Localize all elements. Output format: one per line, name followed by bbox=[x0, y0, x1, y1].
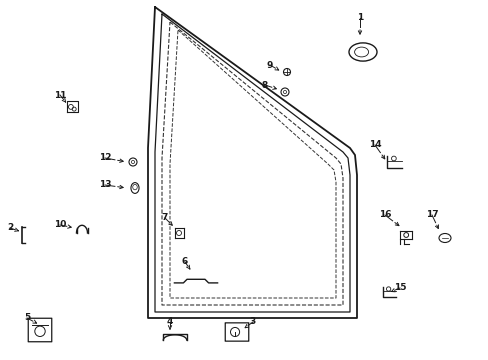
Text: 3: 3 bbox=[249, 318, 256, 327]
Text: 10: 10 bbox=[54, 220, 66, 230]
Text: 11: 11 bbox=[54, 90, 66, 99]
Text: 1: 1 bbox=[356, 13, 363, 22]
Text: 15: 15 bbox=[393, 284, 406, 292]
Text: 13: 13 bbox=[99, 180, 111, 189]
Text: 12: 12 bbox=[99, 153, 111, 162]
Text: 8: 8 bbox=[262, 81, 267, 90]
Text: 5: 5 bbox=[24, 314, 30, 323]
Text: 14: 14 bbox=[368, 140, 381, 149]
Text: 4: 4 bbox=[166, 318, 173, 327]
Text: 9: 9 bbox=[266, 60, 273, 69]
Text: 6: 6 bbox=[182, 257, 188, 266]
Text: 17: 17 bbox=[425, 211, 437, 220]
Text: 16: 16 bbox=[378, 211, 390, 220]
Text: 7: 7 bbox=[162, 213, 168, 222]
Text: 2: 2 bbox=[7, 224, 13, 233]
